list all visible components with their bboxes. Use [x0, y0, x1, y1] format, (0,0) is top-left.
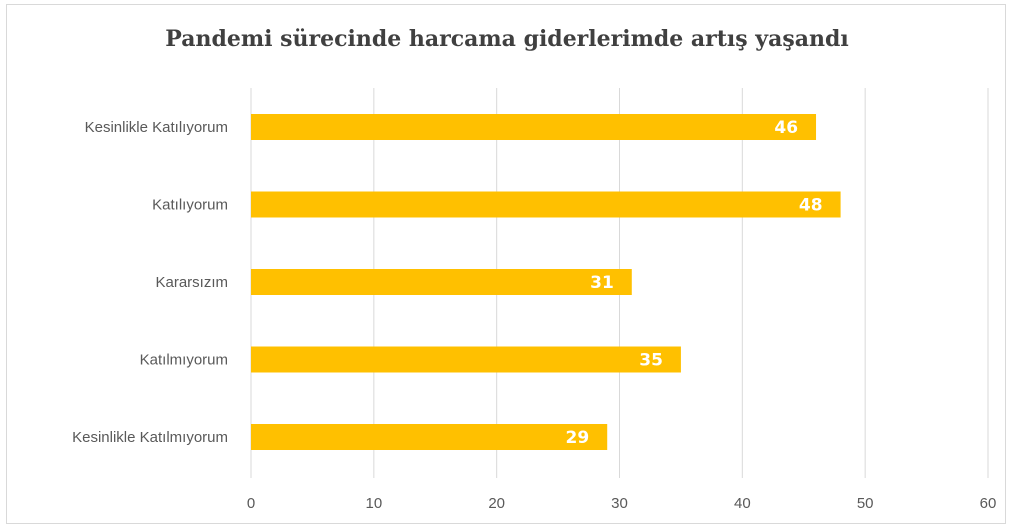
category-label: Katılıyorum: [152, 197, 228, 214]
x-tick-label: 20: [488, 495, 505, 512]
bar-1: [251, 114, 817, 140]
x-tick-label: 40: [734, 495, 751, 512]
category-label: Kararsızım: [155, 274, 228, 291]
category-label: Katılmıyorum: [140, 352, 228, 369]
data-label: 31: [590, 273, 614, 293]
bar-3: [251, 269, 632, 295]
data-label: 29: [566, 428, 590, 448]
x-tick-label: 50: [857, 495, 874, 512]
x-tick-label: 30: [611, 495, 628, 512]
x-tick-label: 0: [247, 495, 255, 512]
category-label: Kesinlikle Katılmıyorum: [72, 429, 228, 446]
bar-2: [251, 191, 841, 218]
bar-4: [251, 346, 681, 373]
chart-title: Pandemi sürecinde harcama giderlerimde a…: [165, 26, 849, 52]
category-label: Kesinlikle Katılıyorum: [85, 119, 228, 136]
bar-5: [251, 424, 608, 450]
data-label: 35: [639, 351, 663, 371]
data-label: 46: [774, 118, 798, 138]
x-tick-label: 60: [980, 495, 997, 512]
x-tick-label: 10: [365, 495, 382, 512]
data-label: 48: [799, 196, 823, 216]
